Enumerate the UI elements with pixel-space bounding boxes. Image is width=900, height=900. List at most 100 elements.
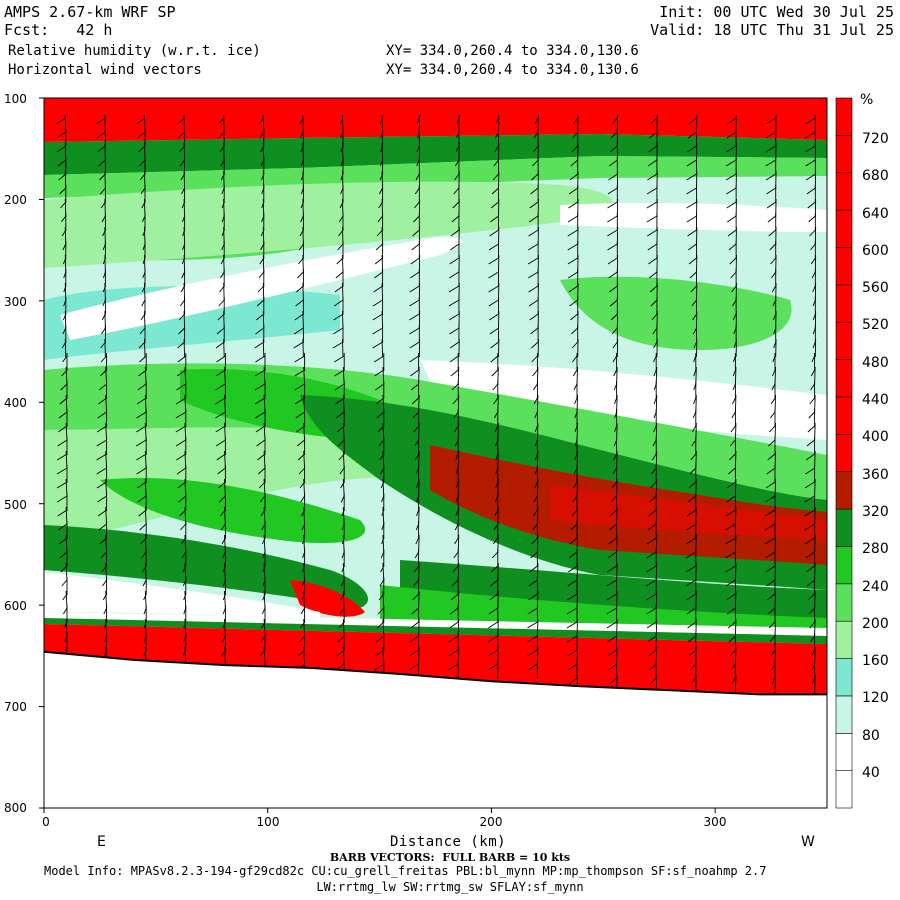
wind-barb-flag	[725, 509, 736, 517]
wind-barb-shaft	[224, 646, 226, 666]
wind-barb-flag	[376, 229, 383, 237]
wind-barb-flag	[141, 299, 146, 307]
wind-barb-flag	[572, 355, 578, 363]
wind-barb-flag	[176, 369, 187, 377]
wind-barb-flag	[574, 425, 578, 433]
wind-barb-flag	[379, 159, 384, 167]
wind-barb-flag	[136, 397, 147, 405]
wind-barb-flag	[261, 523, 266, 531]
wind-barb-flag	[730, 663, 736, 671]
wind-barb-flag	[410, 369, 419, 377]
wind-barb-flag	[259, 649, 266, 657]
wind-barb-flag	[686, 523, 697, 531]
colorbar-box	[835, 732, 853, 771]
wind-barb-flag	[100, 355, 107, 363]
wind-barb-flag	[725, 173, 737, 181]
wind-barb-flag	[451, 215, 460, 223]
wind-barb-flag	[218, 481, 226, 489]
wind-barb-flag	[182, 215, 186, 223]
wind-barb-flag	[808, 215, 816, 223]
wind-barb-flag	[61, 579, 68, 587]
cross-section-xy-1: XY= 334.0,260.4 to 334.0,130.6	[386, 43, 639, 59]
wind-barb-flag	[686, 607, 697, 615]
wind-barb-flag	[374, 271, 383, 279]
wind-barb-flag	[727, 229, 737, 237]
wind-barb-flag	[409, 313, 420, 321]
wind-barb-flag	[414, 187, 420, 195]
wind-barb-flag	[302, 537, 306, 545]
wind-barb-flag	[340, 481, 345, 489]
colorbar	[835, 97, 853, 809]
wind-barb-flag	[491, 551, 499, 559]
wind-barb-flag	[687, 495, 697, 503]
wind-barb-flag	[215, 439, 226, 447]
wind-barb-flag	[378, 201, 383, 209]
wind-barb-flag	[219, 509, 226, 517]
wind-barb-flag	[727, 607, 736, 615]
field-name-2: Horizontal wind vectors	[8, 62, 202, 78]
wind-barb-flag	[217, 467, 226, 475]
wind-barb-flag	[725, 565, 736, 573]
wind-barb-flag	[221, 243, 225, 251]
wind-barb-flag	[181, 271, 186, 279]
wind-barb-flag	[257, 285, 265, 293]
wind-barb-shaft	[695, 674, 697, 694]
wind-barb-flag	[566, 621, 578, 629]
wind-barb-flag	[607, 229, 618, 237]
colorbar-box	[835, 471, 853, 510]
y-tick-label: 300	[4, 295, 27, 309]
wind-barb-flag	[178, 495, 187, 503]
wind-barb-flag	[375, 649, 385, 657]
rh-band-mid-brown	[430, 445, 827, 565]
wind-barb-flag	[533, 495, 538, 503]
wind-barb-flag	[571, 341, 579, 349]
wind-barb-flag	[177, 481, 187, 489]
wind-barb-flag	[142, 271, 146, 279]
wind-barb-flag	[534, 411, 538, 419]
wind-barb-flag	[449, 243, 460, 251]
colorbar-label: 280	[862, 541, 889, 558]
wind-barb-flag	[335, 411, 345, 419]
wind-barb-flag	[805, 551, 815, 559]
wind-barb-flag	[646, 215, 658, 223]
wind-barb-flag	[415, 453, 419, 461]
wind-barb-flag	[606, 565, 617, 573]
wind-barb-flag	[650, 299, 658, 307]
wind-barb-flag	[730, 271, 737, 279]
y-tick-label: 600	[4, 599, 27, 613]
wind-barb-flag	[765, 159, 776, 167]
wind-barb-flag	[531, 537, 538, 545]
wind-barb-flag	[261, 201, 265, 209]
wind-barb-flag	[766, 593, 776, 601]
wind-barb-flag	[379, 117, 384, 125]
wind-barb-flag	[730, 425, 736, 433]
wind-barb-flag	[258, 481, 266, 489]
wind-barb-flag	[182, 649, 187, 657]
wind-barb-flag	[450, 229, 460, 237]
wind-barb-flag	[451, 579, 459, 587]
wind-barb-flag	[182, 565, 187, 573]
cross-section-xy-2: XY= 334.0,260.4 to 334.0,130.6	[386, 62, 639, 78]
wind-barb-flag	[409, 285, 420, 293]
wind-barb-flag	[62, 355, 68, 363]
wind-barb-flag	[687, 243, 697, 251]
wind-barb-flag	[608, 271, 618, 279]
wind-barb-shaft	[774, 674, 776, 694]
wind-barb-flag	[255, 411, 266, 419]
colorbar-box	[835, 321, 853, 360]
wind-barb-flag	[495, 439, 499, 447]
wind-barb-flag	[651, 453, 657, 461]
wind-barb-flag	[609, 299, 618, 307]
wind-barb-flag	[534, 117, 539, 125]
wind-barb-flag	[807, 593, 815, 601]
wind-barb-flag	[725, 537, 736, 545]
wind-barb-flag	[221, 537, 226, 545]
wind-barb-flag	[333, 313, 344, 321]
wind-barb-flag	[378, 593, 385, 601]
wind-barb-flag	[60, 383, 68, 391]
colorbar-box	[835, 135, 853, 174]
wind-barb-flag	[772, 313, 777, 321]
wind-barb-flag	[566, 635, 578, 643]
wind-barb-flag	[494, 509, 499, 517]
wind-barb-flag	[527, 271, 539, 279]
